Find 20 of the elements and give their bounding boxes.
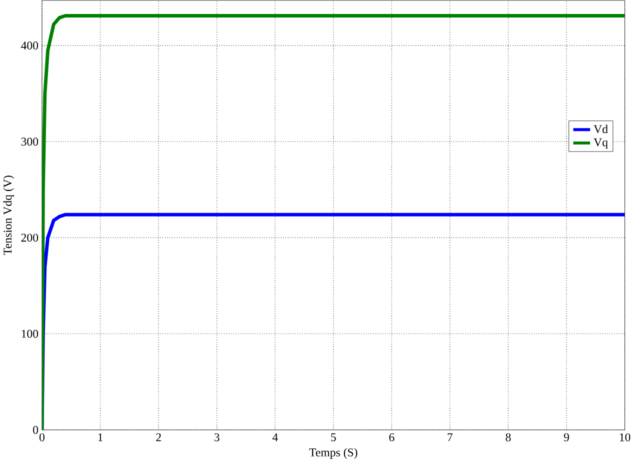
- y-tick-label: 200: [21, 234, 38, 242]
- x-tick-label: 4: [272, 433, 278, 442]
- legend-label: Vd: [594, 124, 608, 134]
- x-axis-title: Temps (S): [309, 448, 358, 459]
- x-tick-label: 5: [331, 433, 336, 442]
- x-tick-label: 6: [389, 433, 394, 442]
- x-tick-label: 9: [564, 433, 569, 442]
- x-tick-label: 1: [98, 433, 103, 442]
- y-axis-title: Tension Vdq (V): [3, 176, 14, 255]
- y-tick-label: 400: [21, 42, 38, 50]
- y-tick-label: 0: [33, 426, 38, 434]
- x-tick-label: 7: [448, 433, 453, 442]
- x-tick-label: 10: [620, 433, 630, 442]
- y-tick-label: 100: [22, 330, 38, 338]
- x-tick-label: 2: [156, 433, 161, 442]
- legend-label: Vq: [594, 138, 608, 149]
- x-tick-label: 0: [39, 433, 44, 442]
- x-tick-label: 3: [214, 433, 220, 442]
- x-tick-label: 8: [506, 433, 511, 442]
- y-tick-label: 300: [21, 138, 38, 146]
